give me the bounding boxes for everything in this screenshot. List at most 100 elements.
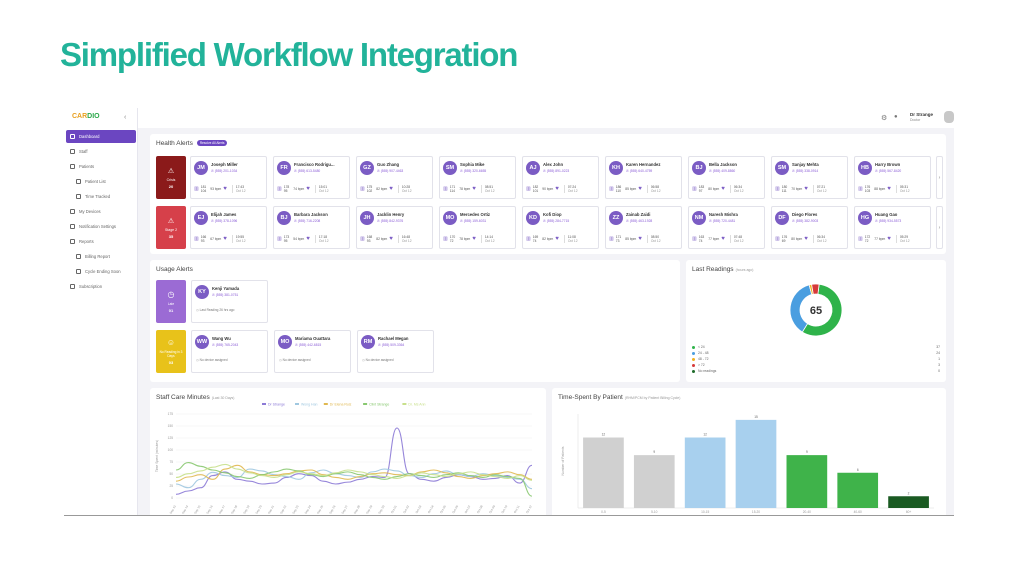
series-line[interactable] — [175, 463, 533, 481]
phone-icon: ✆ — [709, 169, 713, 173]
patient-phone[interactable]: ✆ (555) 934-5573 — [875, 219, 902, 223]
usage-patient-card[interactable]: KY Kenji Yamada ✆ (555) 381-0751 ◷ Last Rea… — [191, 280, 268, 323]
blood-pressure: 168 93 — [366, 235, 373, 243]
patient-alert-card[interactable]: FR Francisco Rodrigu... ✆ (555) 613-5480 ▥ 1… — [273, 156, 350, 199]
bar[interactable] — [786, 455, 828, 508]
patient-phone[interactable]: ✆ (555) 409-8860 — [709, 169, 736, 173]
series-line[interactable] — [175, 468, 533, 490]
series-line[interactable] — [175, 464, 533, 482]
bar[interactable] — [583, 437, 624, 509]
patient-alert-card[interactable]: AJ Alex John ✆ (555) 891-0223 ▥ 182 101 90 bpm… — [522, 156, 599, 199]
legend-label[interactable]: Clint Strange — [369, 403, 389, 407]
series-line[interactable] — [175, 461, 533, 497]
x-tick-label: Oct 12 — [525, 504, 533, 514]
usage-patient-card[interactable]: MO Mariama Ouattara ✆ (555) 442-6815 ◷ No d… — [274, 330, 351, 373]
sidebar-item[interactable]: Reports — [66, 235, 136, 248]
patient-phone[interactable]: ✆ (555) 320-6655 — [460, 169, 487, 173]
patient-alert-card[interactable]: JH Jacklin Henry ✆ (555) 842-9376 ▥ 168 93 82 … — [356, 206, 433, 249]
patient-phone[interactable]: ✆ (555) 716-2208 — [294, 219, 321, 223]
patient-phone[interactable]: ✆ (555) 159-6031 — [460, 219, 487, 223]
legend-value: 3 — [938, 363, 940, 367]
sidebar-item[interactable]: Dashboard — [66, 130, 136, 143]
patient-alert-card[interactable]: KD Kofi Diop ✆ (555) 284-7715 ▥ 169 74 82 bpm ♥… — [522, 206, 599, 249]
patient-phone[interactable]: ✆ (555) 442-6815 — [295, 343, 322, 347]
patient-alert-card[interactable]: GZ Guo Zhang ✆ (555) 907-4463 ▥ 175 102 82 bpm… — [356, 156, 433, 199]
sidebar-item[interactable]: Patients — [66, 160, 136, 173]
user-name[interactable]: Dr Strange — [910, 112, 934, 117]
sidebar-item[interactable]: Staff — [66, 145, 136, 158]
heart-icon: ♥ — [555, 186, 559, 192]
patient-phone[interactable]: ✆ (555) 891-0223 — [543, 169, 570, 173]
phone-icon: ✆ — [460, 219, 464, 223]
patient-alert-card[interactable]: MO Mercedes Ortiz ✆ (555) 159-6031 ▥ 170 72 78… — [439, 206, 516, 249]
bell-icon[interactable]: ● — [894, 114, 898, 120]
patient-phone[interactable]: ✆ (555) 765-2043 — [212, 343, 239, 347]
patient-phone[interactable]: ✆ (555) 382-9003 — [792, 219, 819, 223]
gear-icon[interactable]: ⚙ — [881, 115, 888, 122]
x-tick-label: Sep 19 — [242, 504, 250, 515]
patient-phone[interactable]: ✆ (555) 640-4759 — [626, 169, 653, 173]
patient-phone[interactable]: ✆ (555) 338-0914 — [792, 169, 819, 173]
bar[interactable] — [684, 437, 726, 509]
patient-phone[interactable]: ✆ (555) 720-4481 — [709, 219, 736, 223]
alert-category-tile[interactable]: ⚠ Crisis 20 — [156, 156, 186, 199]
patient-alert-card[interactable]: NM Naresh Mishra ✆ (555) 720-4481 ▥ 163 74 77 … — [688, 206, 765, 249]
usage-note: ◷ Last Reading 26 hrs ago — [196, 308, 235, 312]
nav-item-icon — [70, 209, 75, 214]
chevron-right-icon[interactable]: › — [936, 156, 943, 199]
bp-icon: ▥ — [360, 236, 365, 242]
legend-label[interactable]: Wong Han — [301, 403, 318, 407]
usage-category-tile[interactable]: ◷ Late 01 — [156, 280, 186, 323]
bar[interactable] — [735, 419, 777, 508]
collapse-sidebar-icon[interactable]: ‹ — [124, 114, 127, 121]
patient-alert-card[interactable]: KH Karen Hernandez ✆ (555) 640-4759 ▥ 186 110… — [605, 156, 682, 199]
sidebar-item[interactable]: Subscription — [66, 280, 136, 293]
patient-alert-card[interactable]: BJ Barbara Jackson ✆ (555) 716-2208 ▥ 173 95 5… — [273, 206, 350, 249]
resolve-all-alerts-button[interactable]: Resolve All Alerts — [196, 140, 228, 147]
patient-phone[interactable]: ✆ (555) 842-9376 — [377, 219, 404, 223]
legend-label[interactable]: Dr. Ms Ann — [408, 403, 425, 407]
sidebar-item[interactable]: Cycle Ending Soon — [66, 265, 136, 278]
patient-phone[interactable]: ✆ (555) 613-5480 — [294, 169, 321, 173]
patient-phone[interactable]: ✆ (555) 284-7715 — [543, 219, 570, 223]
x-tick-label: Sep 13 — [169, 504, 177, 515]
sidebar-item[interactable]: My Devices — [66, 205, 136, 218]
patient-alert-card[interactable]: JM Joseph Miller ✆ (555) 201-1034 ▥ 181 104 93… — [190, 156, 267, 199]
patient-alert-card[interactable]: HG Huang Gao ✆ (555) 934-5573 ▥ 172 72 77 bpm ♥… — [854, 206, 931, 249]
usage-patient-card[interactable]: WW Wang Wu ✆ (555) 765-2043 ◷ No device ass… — [191, 330, 268, 373]
sidebar-item[interactable]: Notification Settings — [66, 220, 136, 233]
nav-item-icon — [76, 179, 81, 184]
bar[interactable] — [837, 472, 879, 508]
patient-alert-card[interactable]: SM Sanjay Mehta ✆ (555) 338-0914 ▥ 180 111 70 … — [771, 156, 848, 199]
bar[interactable] — [888, 496, 929, 508]
patient-name: Barbara Jackson — [294, 212, 328, 217]
usage-category-tile[interactable]: ☺ No Reading in 3 Days 03 — [156, 330, 186, 373]
patient-phone[interactable]: ✆ (555) 463-1928 — [626, 219, 653, 223]
heart-rate: 90 bpm — [542, 187, 554, 191]
patient-alert-card[interactable]: HB Harry Brown ✆ (555) 567-8420 ▥ 176 103 88 b… — [854, 156, 931, 199]
x-tick-label: Oct 07 — [464, 504, 472, 514]
patient-alert-card[interactable]: BJ Bella Jackson ✆ (555) 409-8860 ▥ 183 97 80 … — [688, 156, 765, 199]
chevron-right-icon[interactable]: › — [936, 206, 943, 249]
patient-alert-card[interactable]: EJ Elijah James ✆ (555) 378-1096 ▥ 166 93 67 b… — [190, 206, 267, 249]
sidebar-item[interactable]: Billing Report — [66, 250, 136, 263]
usage-patient-card[interactable]: RM Rachael Megan ✆ (555) 509-3364 ◷ No devi… — [357, 330, 434, 373]
sidebar-item[interactable]: Time Tracked — [66, 190, 136, 203]
legend-label[interactable]: Dr Elena Ruiz — [330, 403, 352, 407]
patient-phone[interactable]: ✆ (555) 567-8420 — [875, 169, 902, 173]
patient-alert-card[interactable]: DF Diego Flores ✆ (555) 382-9003 ▥ 176 69 80 b… — [771, 206, 848, 249]
patient-alert-card[interactable]: SM Sophia Mike ✆ (555) 320-6655 ▥ 171 114 78 b… — [439, 156, 516, 199]
donut-segment[interactable] — [811, 283, 820, 295]
bar[interactable] — [633, 455, 675, 508]
patient-alert-card[interactable]: ZZ Zainab Zaidi ✆ (555) 463-1928 ▥ 171 73 85 b… — [605, 206, 682, 249]
sidebar-item[interactable]: Patient List — [66, 175, 136, 188]
user-avatar[interactable] — [944, 111, 954, 123]
vitals-row: ▥ 182 101 90 bpm ♥ 07:24 Oct 12 — [526, 182, 597, 196]
legend-label[interactable]: Dr Strange — [268, 403, 285, 407]
patient-phone[interactable]: ✆ (555) 378-1096 — [211, 219, 238, 223]
patient-phone[interactable]: ✆ (555) 509-3364 — [378, 343, 405, 347]
patient-phone[interactable]: ✆ (555) 907-4463 — [377, 169, 404, 173]
patient-phone[interactable]: ✆ (555) 381-0751 — [212, 293, 239, 297]
patient-phone[interactable]: ✆ (555) 201-1034 — [211, 169, 238, 173]
alert-category-tile[interactable]: ⚠ Stage 2 35 — [156, 206, 186, 249]
